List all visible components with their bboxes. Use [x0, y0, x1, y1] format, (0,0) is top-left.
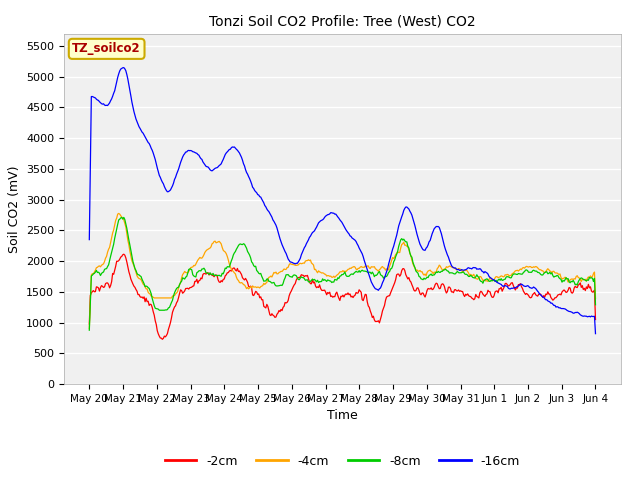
- -4cm: [388, 258, 396, 264]
- -2cm: [328, 293, 335, 299]
- -8cm: [580, 277, 588, 283]
- -2cm: [591, 317, 599, 323]
- -16cm: [327, 210, 335, 216]
- -2cm: [502, 280, 510, 286]
- -4cm: [591, 296, 599, 301]
- -4cm: [330, 273, 338, 279]
- -16cm: [501, 283, 509, 288]
- -2cm: [86, 321, 93, 327]
- Line: -2cm: -2cm: [90, 254, 595, 339]
- -16cm: [388, 250, 396, 256]
- -2cm: [362, 291, 369, 297]
- -8cm: [501, 276, 509, 282]
- -16cm: [580, 313, 588, 319]
- -8cm: [388, 265, 396, 271]
- -8cm: [86, 327, 93, 333]
- -2cm: [159, 336, 166, 342]
- Y-axis label: Soil CO2 (mV): Soil CO2 (mV): [8, 165, 20, 252]
- Legend: -2cm, -4cm, -8cm, -16cm: -2cm, -4cm, -8cm, -16cm: [160, 450, 525, 473]
- -8cm: [327, 278, 335, 284]
- Line: -8cm: -8cm: [90, 217, 595, 330]
- -4cm: [86, 326, 93, 332]
- -4cm: [360, 264, 368, 270]
- Line: -16cm: -16cm: [90, 68, 595, 334]
- -16cm: [86, 237, 93, 242]
- -16cm: [591, 331, 599, 336]
- -16cm: [360, 257, 368, 263]
- -2cm: [331, 294, 339, 300]
- -8cm: [118, 215, 125, 220]
- Title: Tonzi Soil CO2 Profile: Tree (West) CO2: Tonzi Soil CO2 Profile: Tree (West) CO2: [209, 14, 476, 28]
- -8cm: [330, 279, 338, 285]
- -16cm: [330, 210, 338, 216]
- -16cm: [120, 65, 127, 71]
- -8cm: [360, 268, 368, 274]
- -8cm: [591, 302, 599, 308]
- Text: TZ_soilco2: TZ_soilco2: [72, 42, 141, 55]
- X-axis label: Time: Time: [327, 409, 358, 422]
- -4cm: [327, 273, 335, 279]
- -2cm: [582, 288, 589, 293]
- -2cm: [388, 285, 396, 291]
- -4cm: [501, 272, 509, 277]
- -4cm: [580, 276, 588, 282]
- -2cm: [120, 252, 127, 257]
- Line: -4cm: -4cm: [90, 214, 595, 329]
- -4cm: [115, 211, 123, 216]
